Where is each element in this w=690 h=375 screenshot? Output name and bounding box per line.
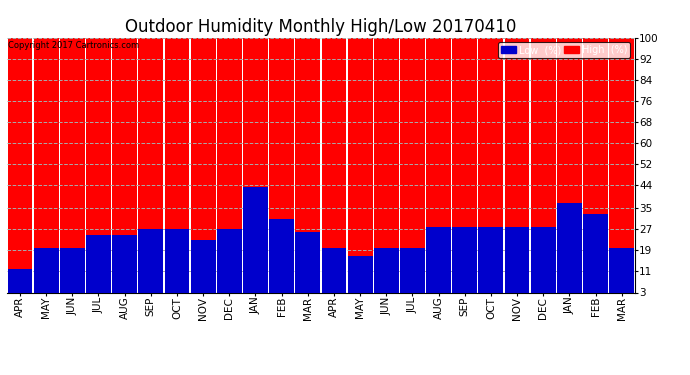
Bar <box>426 38 451 300</box>
Bar <box>269 38 294 300</box>
Bar <box>34 38 59 300</box>
Bar <box>243 38 268 300</box>
Bar <box>322 248 346 300</box>
Bar <box>348 38 373 300</box>
Bar <box>164 38 189 300</box>
Title: Outdoor Humidity Monthly High/Low 20170410: Outdoor Humidity Monthly High/Low 201704… <box>125 18 517 36</box>
Bar <box>348 256 373 300</box>
Bar <box>374 248 399 300</box>
Bar <box>322 38 346 300</box>
Bar <box>295 38 320 300</box>
Bar <box>217 230 241 300</box>
Bar <box>557 38 582 300</box>
Bar <box>583 38 608 300</box>
Bar <box>504 227 529 300</box>
Bar <box>453 38 477 300</box>
Bar <box>557 203 582 300</box>
Bar <box>609 248 634 300</box>
Bar <box>8 269 32 300</box>
Bar <box>609 38 634 300</box>
Bar <box>139 230 164 300</box>
Bar <box>400 38 425 300</box>
Bar <box>269 219 294 300</box>
Bar <box>190 240 215 300</box>
Text: Copyright 2017 Cartronics.com: Copyright 2017 Cartronics.com <box>8 41 139 50</box>
Bar <box>400 248 425 300</box>
Bar <box>34 248 59 300</box>
Bar <box>478 227 503 300</box>
Bar <box>531 38 555 300</box>
Bar <box>139 38 164 300</box>
Bar <box>583 214 608 300</box>
Bar <box>60 248 85 300</box>
Bar <box>374 38 399 300</box>
Bar <box>217 38 241 300</box>
Legend: Low  (%), High  (%): Low (%), High (%) <box>498 42 630 58</box>
Bar <box>190 38 215 300</box>
Bar <box>60 38 85 300</box>
Bar <box>453 227 477 300</box>
Bar <box>86 235 111 300</box>
Bar <box>112 38 137 300</box>
Bar <box>295 232 320 300</box>
Bar <box>112 235 137 300</box>
Bar <box>243 188 268 300</box>
Bar <box>426 227 451 300</box>
Bar <box>86 38 111 300</box>
Bar <box>8 38 32 300</box>
Bar <box>478 38 503 300</box>
Bar <box>504 38 529 300</box>
Bar <box>164 230 189 300</box>
Bar <box>531 227 555 300</box>
